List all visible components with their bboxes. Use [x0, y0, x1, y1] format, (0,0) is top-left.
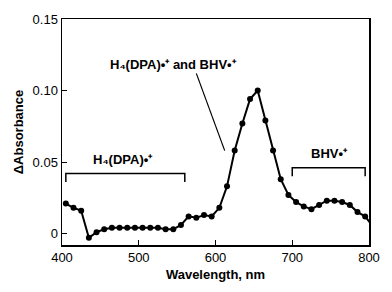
svg-text:800: 800: [358, 250, 380, 265]
svg-text:H₄(DPA)•⁺ and BHV•⁺: H₄(DPA)•⁺ and BHV•⁺: [110, 57, 237, 72]
svg-text:0.15: 0.15: [33, 12, 58, 27]
svg-text:400: 400: [51, 250, 73, 265]
svg-text:BHV•⁺: BHV•⁺: [311, 146, 348, 161]
svg-text:0.10: 0.10: [33, 83, 58, 98]
svg-text:ΔAbsorbance: ΔAbsorbance: [11, 90, 26, 174]
svg-text:600: 600: [205, 250, 227, 265]
svg-text:700: 700: [281, 250, 303, 265]
svg-text:Wavelength, nm: Wavelength, nm: [166, 267, 265, 282]
svg-text:0: 0: [51, 226, 58, 241]
svg-text:500: 500: [128, 250, 150, 265]
svg-text:0.05: 0.05: [33, 155, 58, 170]
svg-text:H₄(DPA)•⁺: H₄(DPA)•⁺: [93, 152, 153, 167]
